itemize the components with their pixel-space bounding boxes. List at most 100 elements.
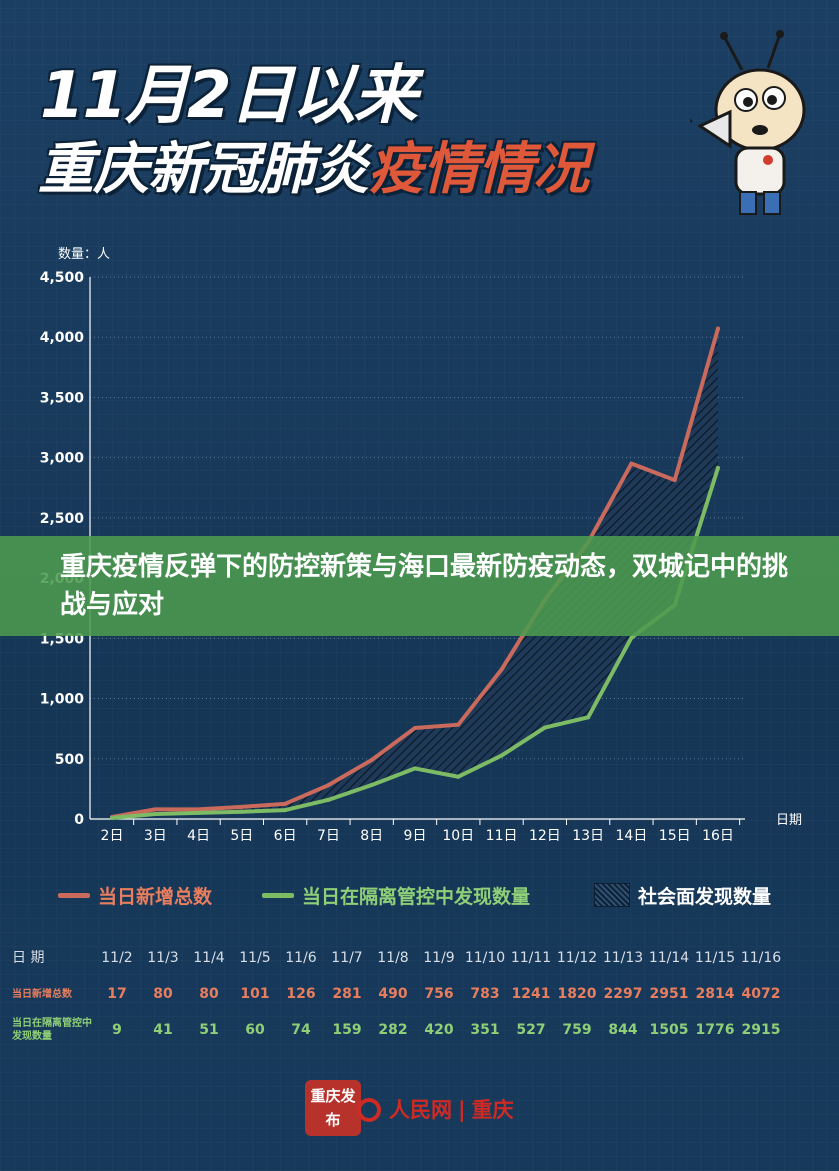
data-point-total [716,326,720,331]
table-row-isolation-label: 当日在隔离管控中发现数量 [12,1018,92,1042]
title-date: 11月2日以来 [40,59,418,133]
table-total-cell: 1820 [557,986,597,1002]
data-point-total [369,757,374,762]
data-point-total [283,801,288,806]
table-date-cell: 11/14 [648,950,690,966]
x-tick-label: 10日 [442,828,474,844]
table-header-label: 日 期 [12,949,45,966]
table-date-cell: 11/9 [423,950,455,966]
table-isolation-cell: 51 [199,1022,219,1038]
x-tick-label: 12日 [529,828,561,844]
title-topic-white: 重庆新冠肺炎 [38,137,369,202]
overlay-title-text: 重庆疫情反弹下的防控新策与海口最新防疫动态，双城记中的挑战与应对 [60,552,789,620]
x-tick-label: 6日 [274,828,297,844]
table-total-cell: 2297 [603,986,643,1002]
x-tick-label: 14日 [616,828,648,844]
data-point-isolation [283,808,288,813]
table-date-cell: 11/2 [101,950,133,966]
table-total-cell: 783 [470,986,500,1002]
legend-item-isolation: 当日在隔离管控中发现数量 [262,880,530,910]
table-date-cell: 11/4 [193,950,225,966]
legend-swatch-isolation [262,892,294,898]
table-date-cell: 11/5 [239,950,271,966]
table-date-cell: 11/3 [147,950,179,966]
overlay-title-banner: 重庆疫情反弹下的防控新策与海口最新防疫动态，双城记中的挑战与应对 [0,536,839,636]
table-isolation-cell: 420 [424,1022,454,1038]
legend-item-social: 社会面发现数量 [594,880,771,910]
x-axis-label: 日期 [776,813,802,828]
y-tick-label: 2,500 [40,511,85,527]
table-date-cell: 11/12 [556,950,598,966]
x-tick-label: 9日 [404,828,427,844]
x-tick-label: 2日 [101,828,124,844]
table-header-row: 日 期 11/2 11/3 11/4 11/5 11/6 11/7 11/8 11/9 11/1… [12,940,784,976]
y-tick-label: 1,000 [40,692,85,708]
table-total-cell: 80 [199,986,219,1002]
table-total-cell: 1241 [511,986,551,1002]
data-point-total [196,807,201,812]
table-isolation-cell: 1505 [649,1022,689,1038]
table-total-cell: 756 [424,986,454,1002]
data-point-total [456,722,461,727]
chongqing-release-logo: 重庆发布 [305,1080,361,1136]
table-row-isolation: 当日在隔离管控中发现数量 9 41 51 60 74 159 282 420 351 527 759… [12,1012,784,1048]
table-date-cell: 11/11 [510,950,552,966]
table-total-cell: 2951 [649,986,689,1002]
legend-swatch-hatch [594,883,630,907]
data-point-isolation [413,766,417,771]
peoples-daily-logo: 人民网 | 重庆 [357,1094,514,1124]
data-point-isolation [542,725,547,730]
table-isolation-cell: 351 [470,1022,500,1038]
footer-logos: 重庆发布 人民网 | 重庆 [305,1080,545,1140]
data-point-total [629,461,634,466]
table-isolation-cell: 2915 [741,1022,781,1038]
data-point-total [326,783,331,788]
x-tick-labels: 2日 3日 4日 5日 6日 7日 8日 9日 10日 11日 12日 13日 14日 15日 16日 [101,828,734,844]
x-tick-label: 3日 [144,828,167,844]
brand-name: 人民网 [389,1098,452,1122]
table-isolation-cell: 9 [112,1022,122,1038]
data-point-isolation [499,753,504,758]
data-point-total [672,478,677,483]
table-isolation-cell: 282 [378,1022,408,1038]
table-total-cell: 126 [286,986,316,1002]
data-point-isolation [196,810,201,815]
x-tick-label: 11日 [486,828,518,844]
x-tick-label: 15日 [659,828,691,844]
table-isolation-cell: 527 [516,1022,546,1038]
data-point-total [153,807,158,812]
y-tick-label: 500 [55,752,84,768]
legend-label-social: 社会面发现数量 [638,885,772,908]
table-row-total-label: 当日新增总数 [12,988,72,1000]
table-isolation-cell: 844 [608,1022,638,1038]
y-tick-label: 4,500 [40,270,85,286]
table-isolation-cell: 759 [562,1022,592,1038]
y-tick-label: 3,500 [40,390,85,406]
table-date-cell: 11/6 [285,950,317,966]
table-date-cell: 11/8 [377,950,409,966]
data-point-isolation [629,635,634,640]
x-tick-label: 16日 [702,828,734,844]
title-topic: 重庆新冠肺炎疫情情况 [38,124,589,205]
data-point-isolation [239,809,244,814]
legend-swatch-total [58,892,90,898]
social-cases-hatched-area [112,328,718,818]
data-point-isolation [326,797,331,802]
table-date-cell: 11/13 [602,950,644,966]
table-isolation-cell: 1776 [695,1022,735,1038]
legend-item-total: 当日新增总数 [58,880,212,910]
table-total-cell: 281 [332,986,362,1002]
table-row-total: 当日新增总数 17 80 80 101 126 281 490 756 783 1241 1820 2… [12,976,784,1012]
brand-city: 重庆 [471,1098,514,1122]
x-tick-label: 7日 [317,828,340,844]
table-total-cell: 80 [153,986,173,1002]
table-isolation-cell: 60 [245,1022,265,1038]
table-isolation-cell: 74 [291,1022,311,1038]
y-tick-label: 0 [74,812,84,828]
table-isolation-cell: 41 [153,1022,173,1038]
table-date-cell: 11/15 [694,950,736,966]
table-total-cell: 490 [378,986,408,1002]
x-tick-label: 8日 [360,828,383,844]
data-point-total [413,725,417,730]
